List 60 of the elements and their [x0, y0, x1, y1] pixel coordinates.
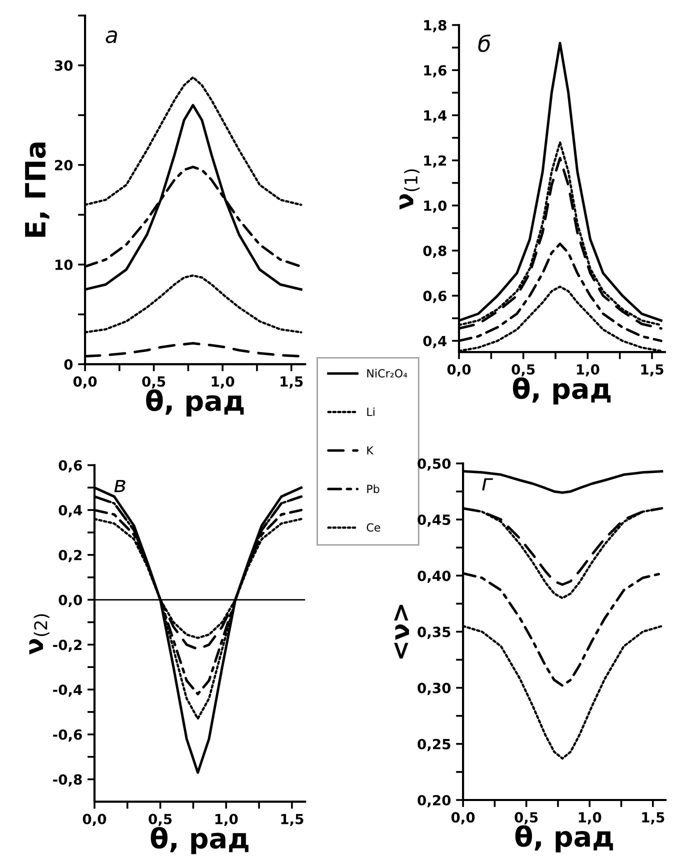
x-tick-label: 1,5: [641, 364, 664, 376]
y-tick-label: 0,0: [58, 594, 82, 608]
annotation: в: [114, 480, 126, 492]
x-axis-title: θ, рад: [515, 825, 613, 852]
y-tick-label: 0,2: [58, 550, 82, 562]
legend-label: Pb: [367, 484, 380, 494]
y-tick-label: 1,6: [424, 65, 446, 78]
x-tick-label: 0,5: [148, 814, 172, 826]
x-axis-title: θ, рад: [146, 389, 244, 417]
x-tick-label: 0,0: [451, 812, 475, 824]
x-axis-title: θ, рад: [150, 826, 248, 854]
legend-label: NiCr₂O₄: [367, 368, 408, 378]
y-axis-title: ν$_{(2)}$: [29, 614, 50, 654]
x-tick-label: 1,5: [281, 814, 304, 826]
x-tick-label: 0,0: [447, 364, 471, 376]
annotation: б: [478, 34, 491, 52]
y-tick-label: 0,20: [418, 794, 451, 808]
x-tick-label: 0,5: [514, 812, 538, 824]
y-tick-label: 30: [54, 60, 73, 71]
y-tick-label: 0,4: [423, 336, 447, 348]
legend-label: K: [367, 446, 374, 454]
annotation: а: [106, 30, 118, 44]
y-tick-label: 0,45: [418, 514, 450, 527]
y-axis-title: <ν>: [394, 604, 409, 659]
y-tick-label: 0: [64, 359, 73, 370]
y-tick-label: -0,8: [53, 774, 82, 787]
y-axis-title: E, ГПа: [25, 142, 50, 237]
y-tick-label: 0,6: [58, 460, 82, 472]
x-tick-label: 0,5: [512, 364, 535, 376]
y-tick-label: 0,4: [58, 505, 82, 518]
y-tick-label: 20: [55, 160, 73, 170]
y-tick-label: -0,6: [53, 729, 82, 742]
y-tick-label: -0,4: [53, 684, 82, 697]
y-tick-label: 1,8: [424, 20, 446, 32]
x-tick-label: 0,5: [142, 376, 166, 389]
x-tick-label: 0,0: [82, 814, 106, 826]
y-tick-label: 0,6: [423, 290, 446, 303]
y-axis-title: ν$_{(1)}$: [400, 169, 420, 210]
legend-label: Li: [367, 407, 374, 416]
x-tick-label: 1,0: [576, 364, 600, 376]
y-tick-label: 1,4: [424, 110, 447, 123]
y-tick-label: 10: [55, 260, 73, 270]
x-tick-label: 1,5: [280, 376, 303, 389]
x-tick-label: 1,0: [215, 814, 238, 826]
y-tick-label: 0,8: [423, 246, 446, 258]
x-tick-label: 1,0: [578, 812, 602, 824]
y-tick-label: 0,35: [418, 626, 450, 639]
y-tick-label: -0,2: [53, 640, 82, 652]
y-tick-label: 0,30: [418, 682, 451, 696]
y-tick-label: 1,0: [424, 200, 447, 213]
x-axis-title: θ, рад: [512, 377, 611, 404]
annotation: г: [482, 478, 494, 490]
x-tick-label: 1,0: [212, 376, 234, 389]
y-tick-label: 0,25: [418, 738, 450, 752]
y-tick-label: 0,50: [418, 458, 451, 471]
legend-label: Ce: [366, 523, 380, 532]
x-tick-label: 0,0: [73, 376, 97, 389]
y-tick-label: 1,2: [424, 155, 446, 168]
y-tick-label: 0,40: [418, 570, 451, 583]
x-tick-label: 1,5: [642, 812, 664, 824]
